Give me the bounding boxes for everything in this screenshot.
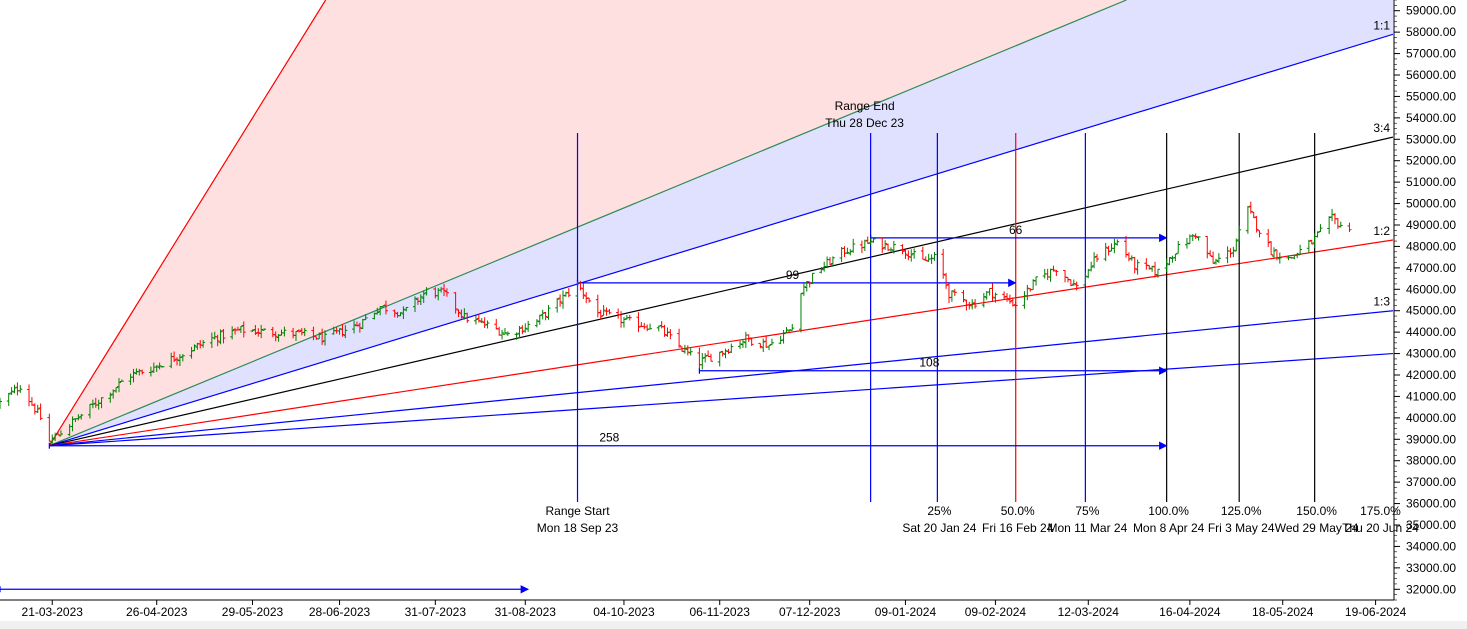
y-tick-label: 56000.00: [1406, 68, 1456, 82]
horizontal-scrollbar[interactable]: [0, 621, 1467, 629]
y-tick-label: 40000.00: [1406, 411, 1456, 425]
fib-time-pct: 75%: [1075, 504, 1099, 518]
range-start-date: Mon 18 Sep 23: [537, 521, 619, 535]
fan-line-label: 1:3: [1373, 295, 1390, 309]
y-tick-label: 32000.00: [1406, 582, 1456, 596]
y-tick-label: 48000.00: [1406, 239, 1456, 253]
y-tick-label: 39000.00: [1406, 432, 1456, 446]
y-tick-label: 42000.00: [1406, 368, 1456, 382]
x-tick-label: 12-03-2024: [1058, 605, 1120, 619]
y-tick-label: 57000.00: [1406, 47, 1456, 61]
count-arrow-label: 66: [1009, 223, 1023, 237]
time-lines: [576, 133, 1316, 502]
fib-time-date: Fri 16 Feb 24: [982, 521, 1054, 535]
y-tick-label: 43000.00: [1406, 347, 1456, 361]
fan-line: [49, 352, 1393, 447]
x-tick-label: 18-05-2024: [1252, 605, 1314, 619]
fib-time-pct: 50.0%: [1001, 504, 1035, 518]
fan-line: [49, 33, 1393, 447]
fan-line-label: 3:4: [1373, 121, 1390, 135]
y-tick-label: 45000.00: [1406, 304, 1456, 318]
price-bars: [0, 201, 1352, 445]
x-tick-label: 21-03-2023: [22, 605, 84, 619]
y-tick-label: 41000.00: [1406, 389, 1456, 403]
fan-line: [49, 239, 1393, 447]
y-tick-label: 36000.00: [1406, 497, 1456, 511]
range-end-label: Range End: [835, 99, 895, 113]
fan-line: [49, 310, 1393, 447]
fan-line: [48, 0, 327, 447]
fib-time-pct: 125.0%: [1221, 504, 1262, 518]
y-tick-label: 34000.00: [1406, 539, 1456, 553]
x-tick-label: 04-10-2023: [593, 605, 655, 619]
fib-time-date: Mon 11 Mar 24: [1047, 521, 1127, 535]
fan-shade-blue: [49, 0, 1393, 446]
fan-line: [49, 0, 1127, 447]
x-tick-label: 26-04-2023: [126, 605, 188, 619]
y-tick-label: 52000.00: [1406, 154, 1456, 168]
fan-shading: [49, 0, 1393, 446]
fib-time-date: Fri 3 May 24: [1208, 521, 1275, 535]
y-tick-label: 33000.00: [1406, 561, 1456, 575]
x-tick-label: 28-06-2023: [309, 605, 371, 619]
x-tick-label: 29-05-2023: [222, 605, 284, 619]
count-arrow-label: 99: [786, 268, 800, 282]
y-tick-label: 58000.00: [1406, 25, 1456, 39]
x-tick-label: 16-04-2024: [1159, 605, 1221, 619]
y-tick-label: 51000.00: [1406, 175, 1456, 189]
fib-time-date: Mon 8 Apr 24: [1133, 521, 1205, 535]
fib-time-pct: 175.0%: [1360, 504, 1401, 518]
annotations: 1:1 3:4 1:2 1:3 Range Start Mon 18 Sep 23 Rang…: [537, 18, 1419, 535]
x-axis: 21-03-2023 26-04-2023 29-05-2023 28-06-2023…: [0, 599, 1407, 619]
fib-time-pct: 100.0%: [1148, 504, 1189, 518]
y-tick-label: 47000.00: [1406, 261, 1456, 275]
y-axis: 32000.00 33000.00 34000.00 35000.00 36000.00…: [1393, 0, 1456, 601]
x-tick-label: 06-11-2023: [689, 605, 750, 619]
fan-line: [49, 136, 1393, 447]
count-arrow-label: 108: [919, 356, 939, 370]
fib-time-pct: 25%: [927, 504, 951, 518]
x-tick-label: 31-07-2023: [405, 605, 467, 619]
fan-line-label: 1:2: [1373, 224, 1390, 238]
y-tick-label: 44000.00: [1406, 325, 1456, 339]
y-tick-label: 46000.00: [1406, 282, 1456, 296]
y-tick-label: 50000.00: [1406, 197, 1456, 211]
y-tick-label: 53000.00: [1406, 132, 1456, 146]
y-tick-label: 35000.00: [1406, 518, 1456, 532]
fib-time-date: Wed 29 May 24: [1275, 521, 1359, 535]
fib-time-date: Sat 20 Jan 24: [902, 521, 976, 535]
range-end-date: Thu 28 Dec 23: [825, 116, 904, 130]
fan-line-label: 1:1: [1373, 18, 1390, 32]
y-tick-label: 59000.00: [1406, 4, 1456, 18]
y-tick-label: 37000.00: [1406, 475, 1456, 489]
fib-time-pct: 150.0%: [1296, 504, 1337, 518]
x-tick-label: 31-08-2023: [495, 605, 557, 619]
gann-fan-lines: [48, 0, 1393, 447]
x-tick-label: 09-01-2024: [875, 605, 937, 619]
x-tick-label: 19-06-2024: [1345, 605, 1407, 619]
range-start-label: Range Start: [545, 504, 610, 518]
x-tick-label: 07-12-2023: [779, 605, 841, 619]
y-tick-label: 38000.00: [1406, 454, 1456, 468]
y-tick-label: 54000.00: [1406, 111, 1456, 125]
y-tick-label: 55000.00: [1406, 89, 1456, 103]
y-tick-label: 49000.00: [1406, 218, 1456, 232]
x-tick-label: 09-02-2024: [965, 605, 1027, 619]
count-arrow-label: 258: [599, 431, 619, 445]
